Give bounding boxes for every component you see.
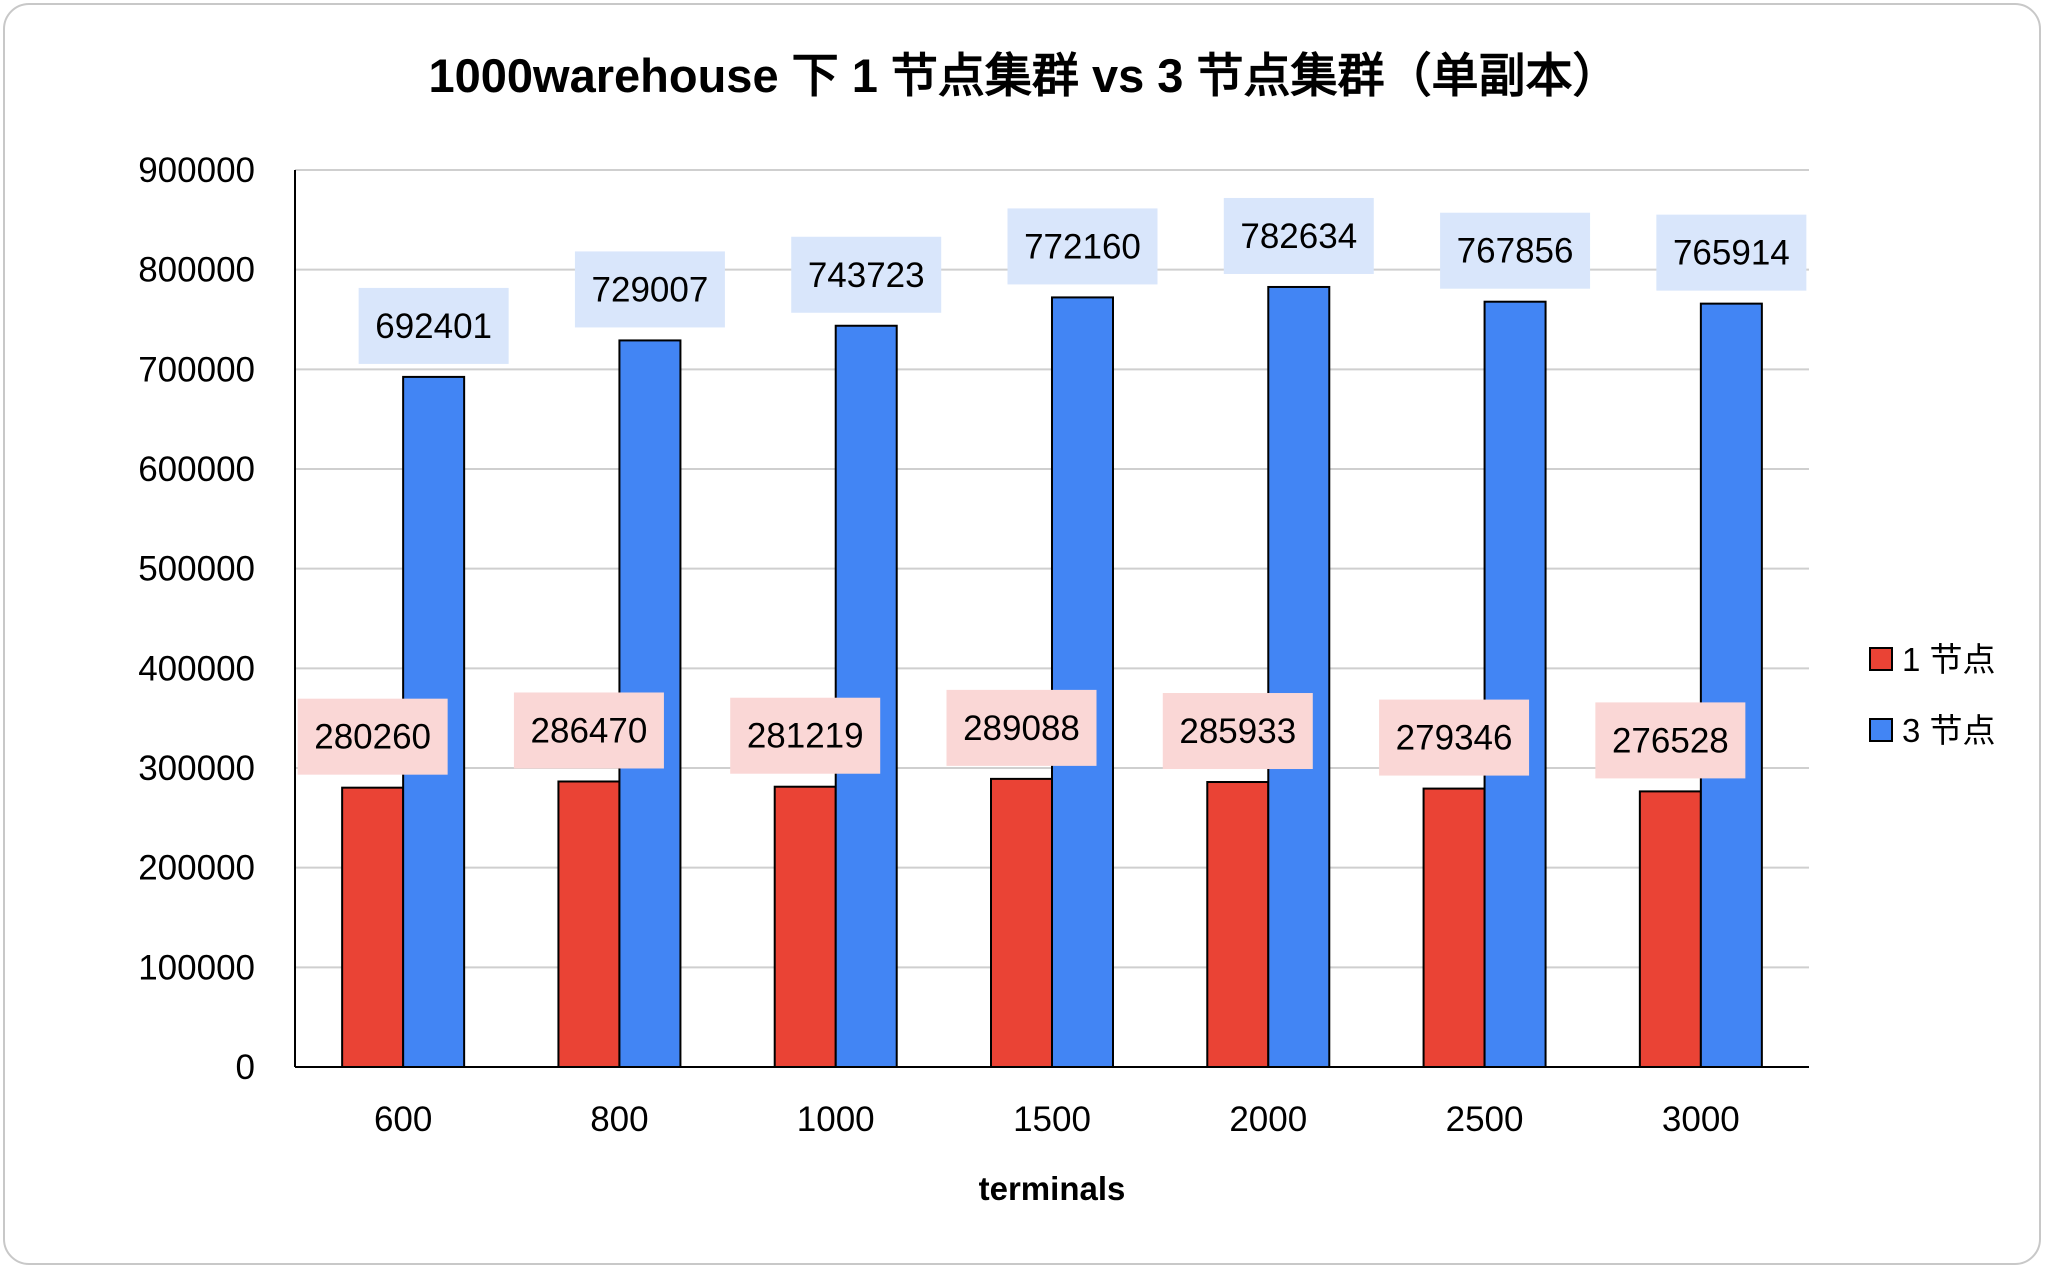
data-label: 289088	[963, 709, 1080, 748]
bar-1-node	[1206, 781, 1270, 1068]
data-label: 279346	[1396, 719, 1513, 758]
data-label: 276528	[1612, 721, 1729, 760]
data-label-box	[946, 689, 1097, 766]
y-tick-label: 0	[236, 1048, 255, 1087]
data-label: 285933	[1179, 712, 1296, 751]
data-label-box	[358, 287, 509, 364]
legend-label: 1 节点	[1902, 641, 1996, 678]
y-tick-label: 800000	[138, 251, 255, 290]
x-tick-label: 2500	[1446, 1100, 1524, 1139]
data-label: 772160	[1024, 227, 1141, 266]
chart-title: 1000warehouse 下 1 节点集群 vs 3 节点集群（单副本）	[429, 49, 1620, 102]
bar-1-node	[557, 780, 621, 1069]
bar-3-node	[1483, 300, 1547, 1069]
x-tick-label: 1000	[797, 1100, 875, 1139]
x-axis-label: terminals	[979, 1170, 1126, 1207]
bar-1-node	[773, 785, 837, 1068]
x-tick-label: 2000	[1229, 1100, 1307, 1139]
data-label-box	[730, 697, 881, 774]
bar-3-node	[834, 324, 898, 1068]
y-tick-label: 900000	[138, 151, 255, 190]
data-label-box	[1162, 693, 1313, 770]
data-label: 765914	[1673, 234, 1790, 273]
data-label: 692401	[375, 307, 492, 346]
data-label: 281219	[747, 717, 864, 756]
data-label-box	[1440, 212, 1591, 289]
data-label-box	[574, 251, 725, 328]
data-label-box	[297, 698, 448, 775]
bar-3-node	[1267, 285, 1331, 1068]
y-tick-label: 300000	[138, 749, 255, 788]
x-tick-label: 1500	[1013, 1100, 1091, 1139]
y-tick-label: 700000	[138, 350, 255, 389]
data-label-box	[1656, 214, 1807, 291]
y-tick-label: 200000	[138, 849, 255, 888]
y-tick-label: 100000	[138, 948, 255, 987]
data-label: 767856	[1457, 232, 1574, 271]
bar-3-node	[1051, 296, 1114, 1068]
data-label: 743723	[808, 256, 925, 295]
data-label-box	[1007, 208, 1158, 285]
x-tick-label: 600	[374, 1100, 432, 1139]
x-tick-label: 800	[590, 1100, 648, 1139]
data-label: 280260	[314, 718, 431, 757]
bar-1-node	[990, 777, 1053, 1068]
legend-swatch	[1869, 647, 1893, 671]
data-label: 286470	[531, 711, 648, 750]
data-label-box	[1379, 699, 1530, 776]
data-label-box	[1595, 702, 1746, 779]
data-label: 782634	[1240, 217, 1357, 256]
y-tick-label: 600000	[138, 450, 255, 489]
bar-1-node	[341, 786, 405, 1068]
bar-1-node	[1638, 790, 1702, 1068]
y-tick-label: 400000	[138, 649, 255, 688]
y-tick-label: 500000	[138, 550, 255, 589]
data-label-box	[791, 236, 942, 313]
legend-swatch	[1869, 718, 1893, 742]
data-label-box	[1223, 197, 1374, 274]
data-label-box	[513, 692, 664, 769]
x-tick-label: 3000	[1662, 1100, 1740, 1139]
bar-3-node	[1699, 302, 1763, 1068]
data-label: 729007	[592, 270, 709, 309]
legend-label: 3 节点	[1902, 712, 1996, 749]
bar-1-node	[1422, 787, 1486, 1068]
